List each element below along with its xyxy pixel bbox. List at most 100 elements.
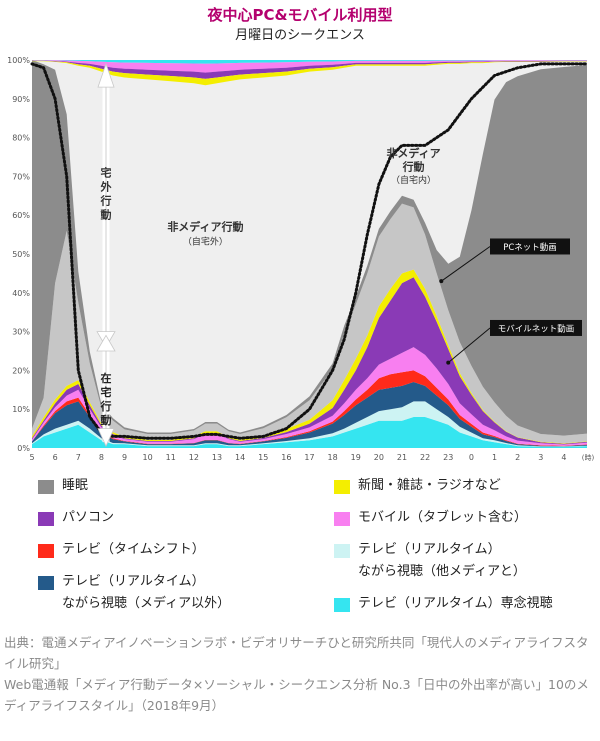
legend-item-pc: パソコン <box>38 510 114 529</box>
legend-swatch <box>334 544 350 558</box>
label-nonmedia-home-2: 行動 <box>402 160 425 174</box>
label-nonmedia-home-sub: （自宅内） <box>391 174 436 186</box>
label-at-home-activity: 在 <box>101 371 112 385</box>
label-outside-activity: 動 <box>101 207 112 221</box>
x-tick-label: 3 <box>538 453 543 462</box>
area-sleep <box>32 60 587 436</box>
legend-item-tv-focus: テレビ（リアルタイム）専念視聴 <box>334 596 553 615</box>
callout-mobile-video-dot <box>446 360 451 365</box>
x-tick-label: 8 <box>99 453 104 462</box>
y-tick-label: 100% <box>7 56 30 65</box>
y-tick-label: 20% <box>12 366 30 375</box>
x-tick-label: 22 <box>420 453 430 462</box>
callout-mobile-video-leader <box>447 327 491 364</box>
legend-swatch <box>38 576 54 590</box>
label-at-home-activity: 動 <box>101 413 112 427</box>
y-tick-label: 40% <box>12 289 30 298</box>
label-at-home-activity: 宅 <box>101 385 112 399</box>
legend-label: テレビ（リアルタイム）専念視聴 <box>358 596 553 611</box>
x-tick-label: 9 <box>122 453 127 462</box>
x-tick-label: 4 <box>561 453 566 462</box>
area-series <box>30 60 589 448</box>
x-tick-label: 10 <box>143 453 153 462</box>
split-arrow-head-mid-down <box>96 334 116 352</box>
label-outside-activity: 外 <box>100 179 112 193</box>
x-tick-label: 13 <box>212 453 222 462</box>
x-tick-label: 0 <box>469 453 474 462</box>
callout-pc-video-text: PCネット動画 <box>503 242 557 253</box>
y-tick-label: 0% <box>17 444 30 453</box>
y-tick-label: 30% <box>12 328 30 337</box>
legend-item-print: 新聞・雑誌・ラジオなど <box>334 478 501 497</box>
callout-mobile-video-text: モバイルネット動画 <box>498 323 575 334</box>
top-band-0 <box>32 60 587 64</box>
x-tick-label: 12 <box>189 453 199 462</box>
top-band-1 <box>32 60 587 73</box>
y-tick-label: 50% <box>12 250 30 259</box>
x-tick-label: 18 <box>328 453 338 462</box>
x-tick-label: 20 <box>374 453 384 462</box>
x-tick-label: 19 <box>351 453 361 462</box>
legend-item-sleep: 睡眠 <box>38 478 88 497</box>
x-axis-unit: (時) <box>582 454 595 462</box>
legend-label: テレビ（リアルタイム） ながら視聴（他メディアと） <box>358 542 526 579</box>
y-tick-label: 60% <box>12 211 30 220</box>
legend-label: 睡眠 <box>62 478 89 493</box>
callout-pc-video-box <box>490 238 570 255</box>
chart-subtitle: 月曜日のシークエンス <box>235 28 365 43</box>
legend-item-tv-parallel-other: テレビ（リアルタイム） ながら視聴（他メディアと） <box>334 542 526 583</box>
top-band-2 <box>32 60 587 79</box>
y-tick-label: 90% <box>12 95 30 104</box>
axes: 0%10%20%30%40%50%60%70%80%90%100%5 6 7 8 9 10… <box>7 56 594 462</box>
chart-title: 夜中心PC&モバイル利用型 <box>207 6 393 24</box>
area-tv_focus <box>32 417 587 448</box>
callout-mobile-video-box <box>490 319 582 336</box>
split-arrow-head-bottom <box>97 428 115 448</box>
legend-swatch <box>38 544 54 558</box>
legend-label: テレビ（タイムシフト） <box>62 542 205 557</box>
y-tick-label: 70% <box>12 172 30 181</box>
x-tick-label: 1 <box>492 453 497 462</box>
label-nonmedia-outside-sub: （自宅外） <box>183 235 228 247</box>
callout-pc-video-leader <box>441 246 491 282</box>
legend-swatch <box>334 480 350 494</box>
label-outside-activity: 宅 <box>101 165 112 179</box>
y-tick-label: 80% <box>12 134 30 143</box>
legend-swatch <box>38 512 54 526</box>
legend-label: モバイル（タブレット含む） <box>358 510 528 525</box>
x-tick-label: 5 <box>29 453 34 462</box>
x-tick-label: 11 <box>166 453 176 462</box>
legend-swatch <box>334 512 350 526</box>
x-tick-label: 2 <box>515 453 520 462</box>
source-line: Web電通報「メディア行動データ×ソーシャル・シークエンス分析 No.3「日中の… <box>4 677 589 713</box>
x-tick-label: 15 <box>258 453 268 462</box>
x-tick-label: 17 <box>304 453 314 462</box>
label-nonmedia-home: 非メディア <box>386 146 440 160</box>
legend-item-tv-timeshift: テレビ（タイムシフト） <box>38 542 205 561</box>
x-tick-label: 7 <box>76 453 81 462</box>
annotations: 宅外行動在宅行動非メディア行動（自宅外）非メディア行動（自宅内）PCネット動画モ… <box>96 62 582 448</box>
source-line: 出典：電通メディアイノベーションラボ・ビデオリサーチひと研究所共同「現代人のメデ… <box>4 635 589 671</box>
source-note: 出典：電通メディアイノベーションラボ・ビデオリサーチひと研究所共同「現代人のメデ… <box>4 632 596 716</box>
split-arrow-head-top <box>97 62 115 88</box>
legend-item-mobile: モバイル（タブレット含む） <box>334 510 527 529</box>
x-tick-label: 16 <box>281 453 291 462</box>
y-tick-label: 10% <box>12 405 30 414</box>
top-band-3 <box>32 60 587 86</box>
legend-swatch <box>334 598 350 612</box>
legend: 睡眠 新聞・雑誌・ラジオなど パソコン モバイル（タブレット含む） テレビ（タイ… <box>0 478 600 618</box>
legend-swatch <box>38 480 54 494</box>
legend-label: テレビ（リアルタイム） ながら視聴（メディア以外） <box>62 574 231 611</box>
legend-item-tv-parallel: テレビ（リアルタイム） ながら視聴（メディア以外） <box>38 574 230 615</box>
x-tick-label: 23 <box>443 453 453 462</box>
legend-label: パソコン <box>62 510 115 525</box>
label-outside-activity: 行 <box>100 193 112 207</box>
x-tick-label: 21 <box>397 453 407 462</box>
stacked-area-chart: 0%10%20%30%40%50%60%70%80%90%100%5 6 7 8 9 10… <box>7 56 594 462</box>
label-at-home-activity: 行 <box>100 399 112 413</box>
label-nonmedia-outside: 非メディア行動 <box>167 220 243 234</box>
x-tick-label: 6 <box>53 453 58 462</box>
x-tick-label: 14 <box>235 453 245 462</box>
callout-pc-video-dot <box>439 279 444 284</box>
